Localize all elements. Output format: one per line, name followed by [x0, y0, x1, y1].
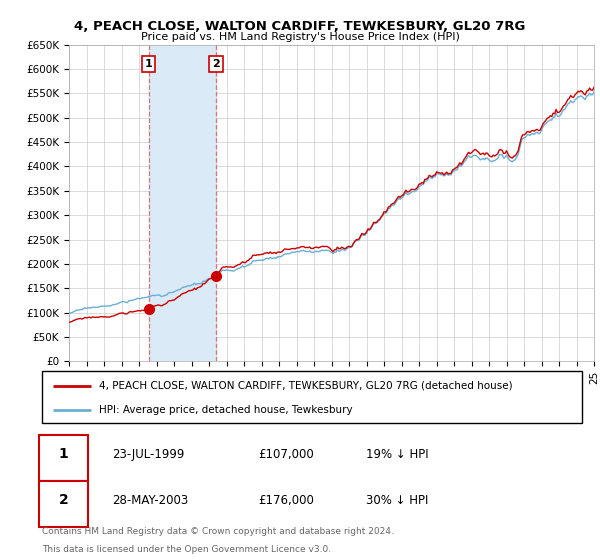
Text: 4, PEACH CLOSE, WALTON CARDIFF, TEWKESBURY, GL20 7RG (detached house): 4, PEACH CLOSE, WALTON CARDIFF, TEWKESBU… — [98, 381, 512, 391]
Text: 2: 2 — [59, 493, 68, 507]
Bar — [149, 45, 216, 361]
Text: 2: 2 — [212, 59, 220, 69]
FancyBboxPatch shape — [40, 481, 88, 528]
Text: 1: 1 — [59, 447, 68, 461]
FancyBboxPatch shape — [40, 435, 88, 481]
Text: 23-JUL-1999: 23-JUL-1999 — [112, 448, 185, 461]
Text: This data is licensed under the Open Government Licence v3.0.: This data is licensed under the Open Gov… — [42, 545, 331, 554]
Text: 19% ↓ HPI: 19% ↓ HPI — [366, 448, 428, 461]
Text: £176,000: £176,000 — [258, 494, 314, 507]
Text: Price paid vs. HM Land Registry's House Price Index (HPI): Price paid vs. HM Land Registry's House … — [140, 32, 460, 42]
Text: 1: 1 — [145, 59, 152, 69]
Text: £107,000: £107,000 — [258, 448, 314, 461]
Text: Contains HM Land Registry data © Crown copyright and database right 2024.: Contains HM Land Registry data © Crown c… — [42, 528, 394, 536]
Text: 30% ↓ HPI: 30% ↓ HPI — [366, 494, 428, 507]
Text: 4, PEACH CLOSE, WALTON CARDIFF, TEWKESBURY, GL20 7RG: 4, PEACH CLOSE, WALTON CARDIFF, TEWKESBU… — [74, 20, 526, 32]
Text: 28-MAY-2003: 28-MAY-2003 — [112, 494, 188, 507]
Text: HPI: Average price, detached house, Tewkesbury: HPI: Average price, detached house, Tewk… — [98, 405, 352, 415]
